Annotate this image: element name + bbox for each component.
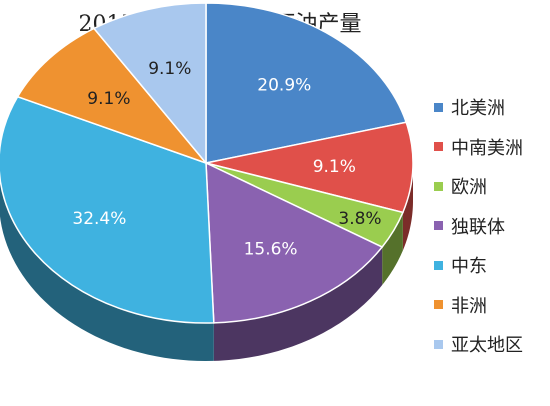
pie-label-5: 9.1%	[87, 89, 130, 109]
pie-label-3: 15.6%	[244, 240, 298, 260]
pie-slice-1	[205, 121, 414, 214]
legend-item: 独联体	[434, 213, 548, 239]
pie-side-2	[382, 212, 403, 286]
pie-slice-5	[16, 27, 209, 165]
chart-legend: 北美洲中南美洲欧洲独联体中东非洲亚太地区	[434, 94, 548, 371]
pie-label-1: 9.1%	[313, 157, 356, 177]
pie-label-0: 20.9%	[257, 75, 311, 95]
legend-item: 北美洲	[434, 94, 548, 120]
pie-label-6: 9.1%	[148, 59, 191, 79]
legend-item: 亚太地区	[434, 331, 548, 357]
legend-item: 欧洲	[434, 173, 548, 199]
pie-side-3	[213, 247, 383, 361]
legend-label: 独联体	[451, 216, 505, 238]
legend-label: 亚太地区	[451, 335, 523, 356]
legend-label: 欧洲	[451, 177, 487, 198]
legend-item: 中南美洲	[434, 134, 548, 160]
pie-side-4	[0, 178, 214, 361]
pie-side-1	[402, 163, 413, 251]
legend-label: 中东	[451, 256, 487, 277]
legend-item: 中东	[434, 252, 548, 278]
legend-label: 非洲	[451, 295, 487, 317]
legend-label: 北美洲	[451, 98, 505, 119]
pie-slice-6	[92, 2, 207, 166]
pie-slice-3	[205, 161, 384, 324]
pie-slice-0	[205, 2, 408, 164]
legend-swatch	[434, 181, 443, 191]
pie-label-4: 32.4%	[72, 209, 126, 229]
legend-swatch	[434, 300, 443, 309]
pie-sides	[0, 163, 413, 361]
legend-swatch	[434, 102, 443, 112]
pie-tops	[0, 2, 414, 324]
legend-swatch	[434, 142, 443, 151]
legend-swatch	[434, 339, 443, 349]
legend-swatch	[434, 260, 443, 270]
pie-chart: 20.9% 9.1% 3.8% 15.6% 32.4% 9.1% 9.1%	[0, 2, 414, 361]
pie-labels: 20.9% 9.1% 3.8% 15.6% 32.4% 9.1% 9.1%	[72, 59, 381, 260]
pie-slice-4	[0, 95, 215, 324]
legend-swatch	[434, 221, 443, 230]
pie-label-2: 3.8%	[338, 209, 381, 229]
legend-item: 非洲	[434, 292, 548, 318]
legend-label: 中南美洲	[451, 137, 523, 159]
